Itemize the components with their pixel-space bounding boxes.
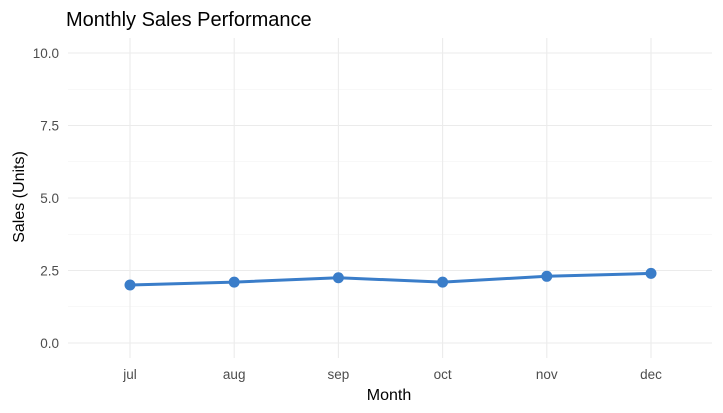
data-point (228, 276, 240, 288)
chart-title: Monthly Sales Performance (66, 9, 312, 31)
grid (68, 38, 712, 358)
x-tick-label: aug (223, 367, 246, 382)
y-tick-label: 7.5 (40, 119, 59, 134)
x-tick-label: nov (536, 367, 558, 382)
y-tick-label: 10.0 (33, 46, 59, 61)
y-axis-title: Sales (Units) (11, 151, 28, 243)
series-group (124, 267, 657, 291)
data-point (541, 270, 553, 282)
y-tick-label: 2.5 (40, 264, 59, 279)
series-line (128, 271, 653, 287)
data-point (124, 279, 136, 291)
x-axis-tick-labels: jul aug sep oct nov dec (122, 367, 662, 382)
x-tick-label: oct (434, 367, 452, 382)
data-point (645, 267, 657, 279)
data-point (332, 272, 344, 284)
data-point (437, 276, 449, 288)
y-tick-label: 0.0 (40, 336, 59, 351)
x-axis-title: Month (367, 387, 411, 404)
y-axis-tick-labels: 0.0 2.5 5.0 7.5 10.0 (33, 46, 59, 351)
x-tick-label: jul (122, 367, 137, 382)
x-tick-label: sep (328, 367, 350, 382)
y-tick-label: 5.0 (40, 191, 59, 206)
x-tick-label: dec (640, 367, 662, 382)
